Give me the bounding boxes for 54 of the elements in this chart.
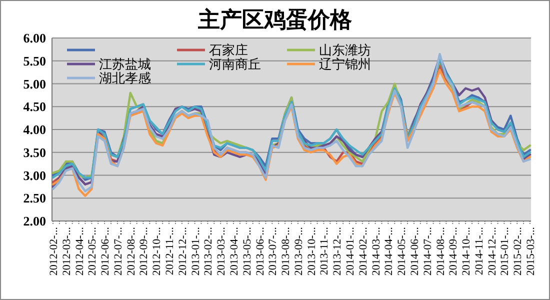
x-tick-label: 2012-04-... <box>74 226 86 276</box>
x-tick-label: 2013-01-... <box>190 226 202 276</box>
x-tick-label: 2012-05-... <box>86 226 99 276</box>
legend-label: 山东潍坊 <box>319 42 371 58</box>
legend-label: 辽宁锦州 <box>319 56 371 72</box>
x-tick-label: 2014-04-... <box>383 226 396 276</box>
y-tick-label: 3.50 <box>23 144 46 160</box>
y-tick-label: 5.50 <box>23 53 46 68</box>
y-tick-label: 5.00 <box>23 76 46 92</box>
y-tick-label: 2.50 <box>23 190 46 206</box>
x-tick-label: 2015-03-... <box>525 226 537 276</box>
x-tick-label: 2014-07-... <box>422 226 434 276</box>
legend-label: 河南商丘 <box>209 56 261 72</box>
x-tick-label: 2013-12-... <box>332 226 344 276</box>
x-tick-label: 2012-06-... <box>100 226 112 276</box>
x-tick-label: 2014-03-... <box>370 226 382 276</box>
x-tick-label: 2012-11-... <box>164 226 176 276</box>
x-tick-label: 2013-02-... <box>202 226 215 276</box>
x-tick-label: 2014-11-... <box>473 226 486 276</box>
x-tick-label: 2012-02-... <box>48 226 60 276</box>
x-tick-label: 2012-07-... <box>112 226 124 276</box>
chart-title: 主产区鸡蛋价格 <box>197 7 353 32</box>
legend-label: 石家庄 <box>209 42 248 58</box>
x-tick-label: 2013-08-... <box>280 226 292 276</box>
y-tick-label: 4.50 <box>23 99 46 114</box>
x-tick-label: 2013-04-... <box>228 226 240 276</box>
x-tick-label: 2013-10-... <box>306 226 318 276</box>
x-tick-label: 2013-03-... <box>216 226 228 276</box>
x-tick-label: 2013-05-... <box>241 226 254 276</box>
y-tick-label: 3.00 <box>23 168 46 183</box>
legend-label: 江苏盐城 <box>99 56 151 72</box>
x-tick-label: 2014-01-... <box>344 226 357 276</box>
x-tick-label: 2013-06-... <box>254 226 266 276</box>
x-tick-label: 2014-09-... <box>448 226 460 276</box>
y-tick-label: 6.00 <box>23 30 46 46</box>
x-tick-label: 2012-09-... <box>138 226 150 276</box>
x-tick-label: 2012-10-... <box>151 226 164 276</box>
x-tick-label: 2013-07-... <box>267 226 280 276</box>
x-tick-label: 2015-02-... <box>512 226 524 276</box>
x-tick-label: 2013-11-... <box>318 226 331 276</box>
x-tick-label: 2013-09-... <box>292 226 305 276</box>
x-tick-label: 2012-03-... <box>60 226 73 276</box>
x-tick-label: 2015-01-... <box>499 226 512 276</box>
x-tick-label: 2014-12-... <box>486 226 498 276</box>
legend-label: 湖北孝感 <box>99 70 151 86</box>
x-tick-label: 2014-08-... <box>434 226 447 276</box>
x-tick-label: 2014-05-... <box>396 226 408 276</box>
x-tick-label: 2014-10-... <box>460 226 473 276</box>
y-tick-label: 2.00 <box>23 214 46 229</box>
x-tick-label: 2012-12-... <box>176 226 189 276</box>
x-tick-label: 2014-02-... <box>357 226 370 276</box>
y-tick-label: 4.00 <box>23 122 46 138</box>
x-tick-label: 2014-06-... <box>408 226 421 276</box>
x-tick-label: 2012-08-... <box>125 226 138 276</box>
